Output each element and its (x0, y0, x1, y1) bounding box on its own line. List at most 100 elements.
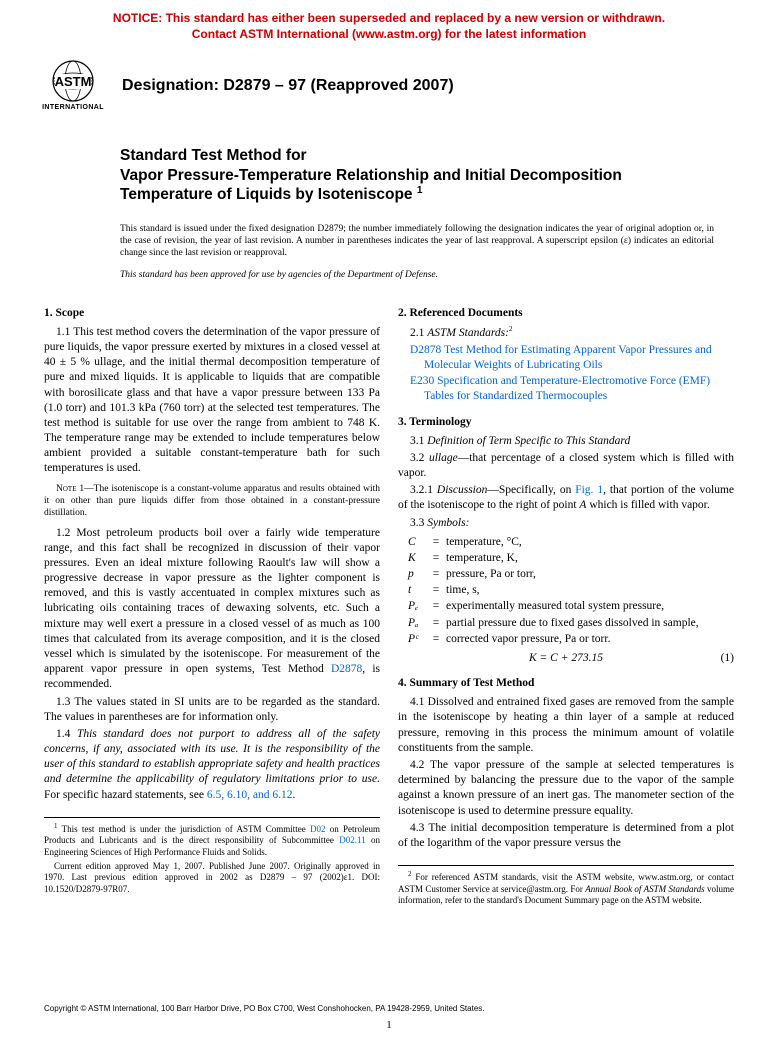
para-1-2a: 1.2 Most petroleum products boil over a … (44, 527, 380, 676)
para-4-1: 4.1 Dissolved and entrained fixed gases … (398, 695, 734, 756)
link-d2878[interactable]: D2878 (331, 663, 362, 675)
ref-e230-text[interactable]: Specification and Temperature-Electromot… (424, 375, 710, 402)
footnotes-right: 2 For referenced ASTM standards, visit t… (398, 865, 734, 907)
para-1-3: 1.3 The values stated in SI units are to… (44, 695, 380, 725)
title-pre: Standard Test Method for (120, 146, 714, 165)
symbol-equals: = (432, 599, 446, 614)
p321-link[interactable]: Fig. 1 (575, 484, 603, 496)
para-3-1a: 3.1 (410, 435, 427, 447)
symbol-letter: Pᶜ (408, 632, 432, 647)
note-1-text: The isoteniscope is a constant-volume ap… (44, 484, 380, 519)
footnotes-left: 1 This test method is under the jurisdic… (44, 817, 380, 896)
symbol-equals: = (432, 551, 446, 566)
title-main: Vapor Pressure-Temperature Relationship … (120, 166, 714, 205)
footnote-1-p2: Current edition approved May 1, 2007. Pu… (44, 861, 380, 896)
symbol-def: experimentally measured total system pre… (446, 599, 734, 614)
symbol-row: C=temperature, °C, (408, 535, 734, 550)
symbol-def: temperature, °C, (446, 535, 734, 550)
para-3-2a: 3.2 (410, 452, 429, 464)
title-block: Standard Test Method for Vapor Pressure-… (0, 128, 778, 208)
para-3-1-italic: Definition of Term Specific to This Stan… (427, 435, 630, 447)
ref-d2878-code[interactable]: D2878 (410, 344, 441, 356)
p321-italic: Discussion (437, 484, 487, 496)
symbol-equals: = (432, 632, 446, 647)
section-4-head: 4. Summary of Test Method (398, 676, 734, 691)
symbol-letter: Pₐ (408, 616, 432, 631)
para-2-1-sup: 2 (509, 325, 513, 333)
symbol-def: time, s, (446, 583, 734, 598)
symbol-equals: = (432, 583, 446, 598)
para-2-1a: 2.1 (410, 327, 427, 339)
para-1-4b: For specific hazard statements, see (44, 789, 207, 801)
para-3-2-term: ullage (429, 452, 458, 464)
para-4-2: 4.2 The vapor pressure of the sample at … (398, 758, 734, 819)
symbol-letter: C (408, 535, 432, 550)
symbol-equals: = (432, 535, 446, 550)
para-1-4c: . (292, 789, 295, 801)
note-1-label: Note 1— (56, 484, 94, 494)
ref-e230-code[interactable]: E230 (410, 375, 434, 387)
symbol-def: corrected vapor pressure, Pa or torr. (446, 632, 734, 647)
symbol-row: Pₐ=partial pressure due to fixed gases d… (408, 616, 734, 631)
p321b: —Specifically, on (487, 484, 575, 496)
para-1-4a: 1.4 (56, 728, 77, 740)
para-2-1: 2.1 ASTM Standards:2 (398, 325, 734, 341)
para-3-2-1: 3.2.1 Discussion—Specifically, on Fig. 1… (398, 483, 734, 513)
para-1-4: 1.4 This standard does not purport to ad… (44, 727, 380, 803)
withdrawal-notice: NOTICE: This standard has either been su… (0, 0, 778, 48)
fn1-link-d0211[interactable]: D02.11 (339, 835, 365, 845)
left-column: 1. Scope 1.1 This test method covers the… (44, 296, 380, 909)
ref-e230: E230 Specification and Temperature-Elect… (398, 374, 734, 404)
fn1-link-d02[interactable]: D02 (310, 824, 326, 834)
symbol-row: K=temperature, K, (408, 551, 734, 566)
p321d: which is filled with vapor. (586, 499, 709, 511)
logo-subtext: INTERNATIONAL (42, 104, 104, 111)
symbol-def: temperature, K, (446, 551, 734, 566)
para-3-3: 3.3 Symbols: (398, 516, 734, 531)
para-3-2: 3.2 ullage—that percentage of a closed s… (398, 451, 734, 481)
equation-1: K = C + 273.15 (1) (398, 651, 734, 666)
para-3-3-italic: Symbols: (427, 517, 469, 529)
approval-note: This standard has been approved for use … (0, 264, 778, 288)
para-3-3a: 3.3 (410, 517, 427, 529)
title-sup: 1 (417, 185, 423, 196)
symbol-equals: = (432, 616, 446, 631)
note-1: Note 1—The isoteniscope is a constant-vo… (44, 483, 380, 520)
title-main-text: Vapor Pressure-Temperature Relationship … (120, 167, 622, 204)
footnote-2: 2 For referenced ASTM standards, visit t… (398, 870, 734, 907)
p321a: 3.2.1 (410, 484, 437, 496)
copyright: Copyright © ASTM International, 100 Barr… (44, 1004, 485, 1013)
para-1-4-italic: This standard does not purport to addres… (44, 728, 380, 786)
symbol-letter: p (408, 567, 432, 582)
fn2-italic: Annual Book of ASTM Standards (585, 884, 704, 894)
notice-line2: Contact ASTM International (www.astm.org… (192, 27, 586, 41)
fn1a: This test method is under the jurisdicti… (58, 824, 311, 834)
right-column: 2. Referenced Documents 2.1 ASTM Standar… (398, 296, 734, 909)
section-3-head: 3. Terminology (398, 415, 734, 430)
issuance-note: This standard is issued under the fixed … (0, 209, 778, 264)
footnote-1-p1: 1 This test method is under the jurisdic… (44, 822, 380, 859)
hazard-links[interactable]: 6.5, 6.10, and 6.12 (207, 789, 293, 801)
symbol-row: Pᶜ=corrected vapor pressure, Pa or torr. (408, 632, 734, 647)
astm-logo: ASTM INTERNATIONAL (38, 54, 108, 116)
symbol-row: t=time, s, (408, 583, 734, 598)
eq-num: (1) (721, 651, 734, 666)
symbols-table: C=temperature, °C,K=temperature, K,p=pre… (408, 535, 734, 647)
eq-text: K = C + 273.15 (529, 652, 603, 664)
symbol-row: Pₑ=experimentally measured total system … (408, 599, 734, 614)
para-1-1: 1.1 This test method covers the determin… (44, 325, 380, 477)
symbol-letter: Pₑ (408, 599, 432, 614)
notice-line1: NOTICE: This standard has either been su… (113, 11, 665, 25)
svg-text:ASTM: ASTM (55, 74, 92, 89)
header-row: ASTM INTERNATIONAL Designation: D2879 – … (0, 48, 778, 128)
ref-d2878-text[interactable]: Test Method for Estimating Apparent Vapo… (424, 344, 712, 371)
designation: Designation: D2879 – 97 (Reapproved 2007… (122, 75, 454, 95)
body-columns: 1. Scope 1.1 This test method covers the… (0, 288, 778, 909)
ref-d2878: D2878 Test Method for Estimating Apparen… (398, 343, 734, 373)
para-1-2: 1.2 Most petroleum products boil over a … (44, 526, 380, 693)
section-2-head: 2. Referenced Documents (398, 306, 734, 321)
symbol-def: partial pressure due to fixed gases diss… (446, 616, 734, 631)
symbol-row: p=pressure, Pa or torr, (408, 567, 734, 582)
symbol-letter: t (408, 583, 432, 598)
section-1-head: 1. Scope (44, 306, 380, 321)
